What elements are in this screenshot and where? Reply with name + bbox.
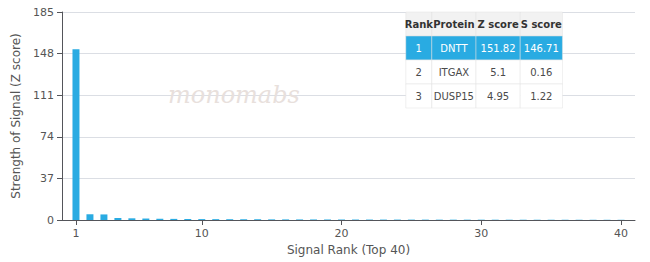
svg-text:74: 74 [40, 130, 54, 143]
svg-text:20: 20 [335, 227, 349, 240]
svg-text:3: 3 [416, 91, 422, 102]
svg-text:DNTT: DNTT [440, 43, 468, 54]
svg-text:S score: S score [521, 19, 562, 30]
svg-text:30: 30 [474, 227, 488, 240]
svg-text:Z score: Z score [477, 19, 518, 30]
svg-text:40: 40 [614, 227, 628, 240]
svg-text:monomabs: monomabs [168, 81, 300, 109]
svg-text:148: 148 [33, 47, 54, 60]
svg-text:DUSP15: DUSP15 [434, 91, 474, 102]
svg-text:151.82: 151.82 [481, 43, 516, 54]
svg-text:1.22: 1.22 [530, 91, 552, 102]
svg-text:Signal Rank (Top 40): Signal Rank (Top 40) [287, 243, 410, 257]
svg-text:111: 111 [33, 89, 54, 102]
svg-text:37: 37 [40, 172, 54, 185]
svg-text:0: 0 [47, 214, 54, 227]
svg-text:Strength of Signal (Z score): Strength of Signal (Z score) [9, 33, 23, 198]
svg-text:5.1: 5.1 [490, 67, 506, 78]
svg-text:1: 1 [416, 43, 422, 54]
svg-text:185: 185 [33, 6, 54, 19]
svg-text:146.71: 146.71 [524, 43, 559, 54]
svg-text:10: 10 [195, 227, 209, 240]
svg-text:Rank: Rank [405, 19, 434, 30]
svg-text:0.16: 0.16 [530, 67, 552, 78]
svg-text:Protein: Protein [433, 19, 474, 30]
svg-text:1: 1 [72, 227, 79, 240]
svg-text:2: 2 [416, 67, 422, 78]
svg-text:ITGAX: ITGAX [439, 67, 470, 78]
svg-text:4.95: 4.95 [487, 91, 509, 102]
